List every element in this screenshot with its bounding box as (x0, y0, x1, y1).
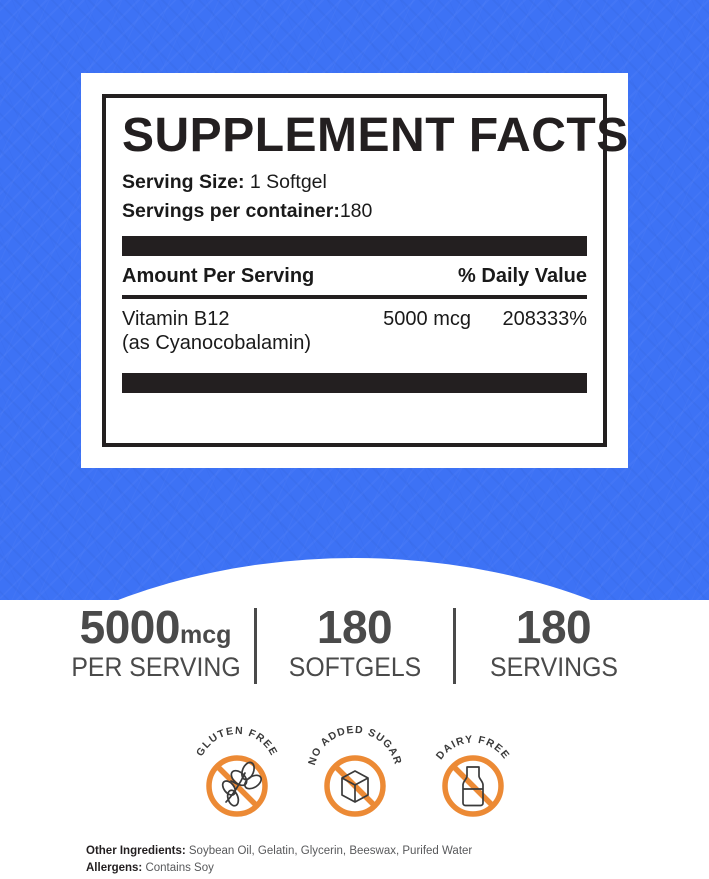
no-symbol-dairy (441, 755, 504, 817)
thick-divider-bar-bottom (122, 372, 587, 393)
footer-text: Other Ingredients: Soybean Oil, Gelatin,… (86, 843, 646, 878)
certification-badges: GLUTEN FREE NO ADDED SUGAR (0, 726, 709, 822)
nutrient-daily-value: 208333% (502, 307, 587, 330)
other-ingredients-line: Other Ingredients: Soybean Oil, Gelatin,… (86, 843, 646, 860)
stat-value-servings: 180 (456, 604, 652, 650)
serving-size-row: Serving Size: 1 Softgel (122, 171, 587, 194)
allergens-line: Allergens: Contains Soy (86, 860, 646, 877)
nutrient-amount: 5000 mcg (383, 307, 471, 330)
milk-bottle-icon (461, 766, 484, 807)
stat-unit: mcg (179, 621, 232, 649)
stat-number: 5000 (79, 601, 181, 653)
stat-number: 180 (515, 601, 592, 653)
stat-label-servings: SERVINGS (489, 652, 618, 682)
serving-size-value: 1 Softgel (249, 170, 327, 193)
dairy-free-badge: DAIRY FREE (433, 733, 510, 817)
no-symbol-gluten (205, 755, 268, 817)
amount-per-serving-header: Amount Per Serving (122, 264, 315, 287)
wheat-icon (221, 761, 262, 807)
nutrient-source: (as Cyanocobalamin) (122, 331, 311, 354)
supplement-facts-border: SUPPLEMENT FACTS Serving Size: 1 Softgel… (102, 94, 629, 447)
stat-value-per-serving: 5000mcg (58, 604, 254, 650)
allergens-label: Allergens: (86, 862, 143, 875)
white-curve-divider (0, 558, 709, 879)
allergens-value: Contains Soy (145, 862, 214, 875)
stat-label-per-serving: PER SERVING (70, 652, 241, 682)
stat-softgels: 180 SOFTGELS (257, 604, 453, 683)
stat-number: 180 (316, 601, 393, 653)
stat-label-softgels: SOFTGELS (288, 652, 421, 682)
nutrient-name: Vitamin B12 (122, 307, 230, 330)
servings-per-container-row: Servings per container:180 (122, 200, 587, 223)
stats-strip: 5000mcg PER SERVING 180 SOFTGELS 180 SER… (0, 604, 709, 708)
sugar-cube-icon (340, 770, 369, 803)
header-rule (122, 294, 587, 299)
other-ingredients-value: Soybean Oil, Gelatin, Glycerin, Beeswax,… (188, 845, 473, 857)
stat-per-serving: 5000mcg PER SERVING (58, 604, 254, 683)
stat-divider-1 (253, 608, 257, 684)
no-added-sugar-badge: NO ADDED SUGAR (306, 726, 402, 817)
daily-value-header: % Daily Value (458, 264, 587, 287)
supplement-facts-title: SUPPLEMENT FACTS (122, 109, 629, 162)
stat-divider-2 (452, 608, 456, 684)
gluten-free-label: GLUTEN FREE (194, 726, 280, 758)
other-ingredients-label: Other Ingredients: (86, 845, 186, 857)
servings-per-container-label: Servings per container: (122, 199, 340, 222)
serving-size-label: Serving Size: (122, 170, 245, 193)
gluten-free-badge: GLUTEN FREE (194, 726, 280, 817)
thick-divider-bar-top (122, 235, 587, 256)
stat-servings: 180 SERVINGS (456, 604, 652, 683)
stat-value-softgels: 180 (257, 604, 453, 650)
servings-per-container-value: 180 (339, 199, 373, 222)
table-header-row: Amount Per Serving % Daily Value (122, 256, 587, 295)
table-row: Vitamin B12 5000 mcg 208333% (122, 299, 587, 331)
supplement-facts-card: SUPPLEMENT FACTS Serving Size: 1 Softgel… (81, 73, 628, 468)
